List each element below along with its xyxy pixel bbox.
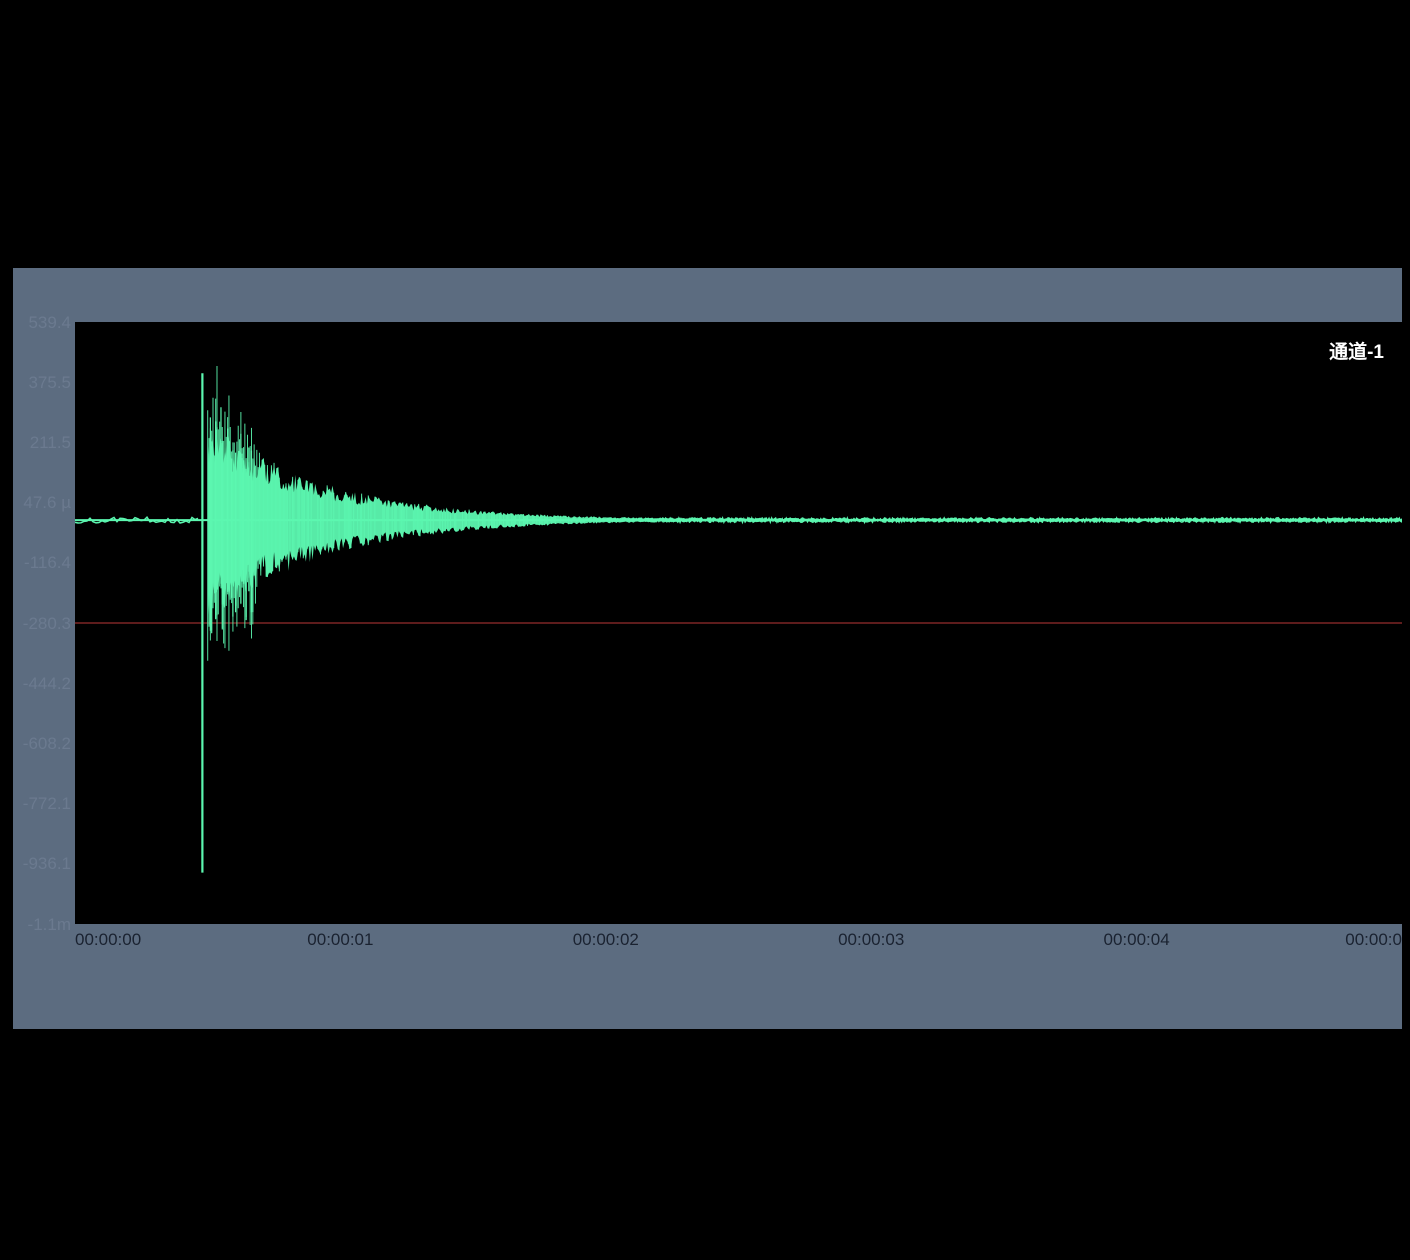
- waveform-plot-area[interactable]: 通道-1: [75, 322, 1402, 924]
- waveform-svg: [75, 322, 1402, 924]
